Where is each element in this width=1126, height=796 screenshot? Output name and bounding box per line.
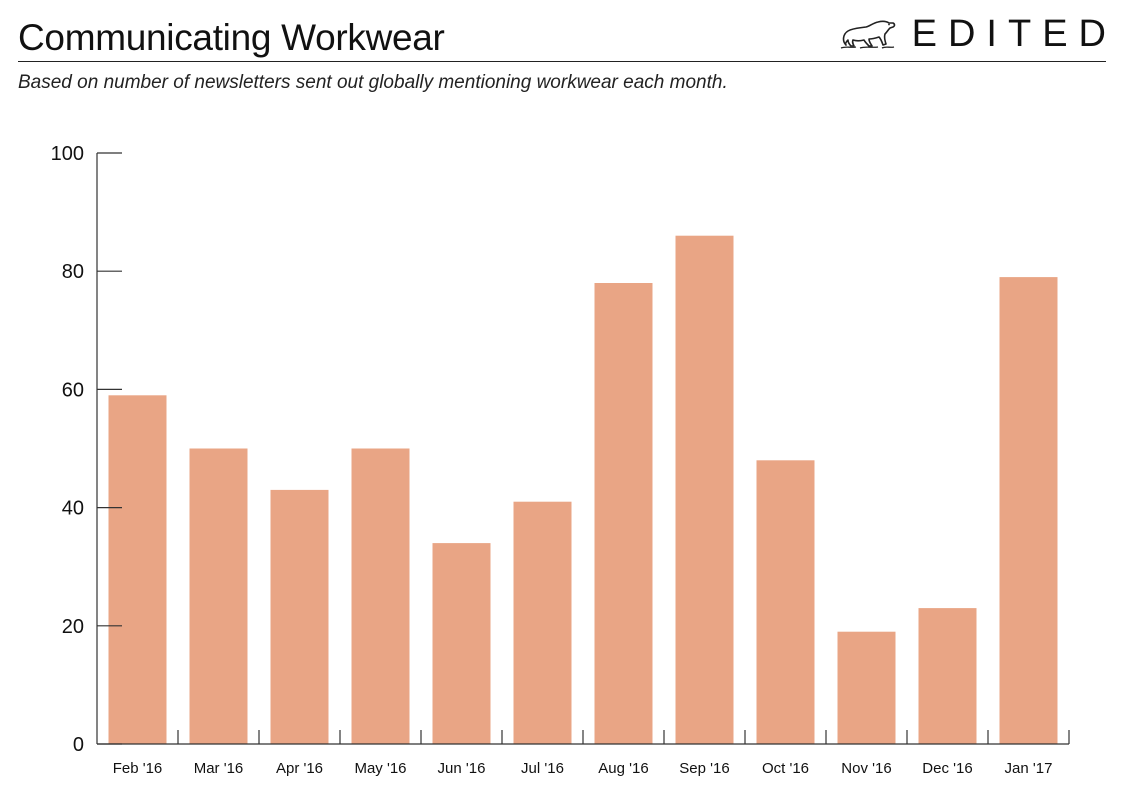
x-tick-label: Jun '16 <box>438 760 486 777</box>
chart-title: Communicating Workwear <box>18 17 445 58</box>
bar <box>675 235 734 744</box>
chart-subtitle: Based on number of newsletters sent out … <box>18 72 728 93</box>
x-tick-label: Apr '16 <box>276 760 323 777</box>
y-tick-label: 0 <box>73 734 84 756</box>
x-tick-label: Sep '16 <box>679 760 729 777</box>
x-tick-label: May '16 <box>354 760 406 777</box>
polar-bear-icon <box>840 20 895 49</box>
y-tick-label: 60 <box>62 379 84 401</box>
y-tick-label: 80 <box>62 261 84 283</box>
x-tick-label: Mar '16 <box>194 760 244 777</box>
bar <box>432 543 491 744</box>
y-tick-label: 100 <box>51 143 84 165</box>
bar <box>837 631 896 744</box>
x-tick-label: Jan '17 <box>1005 760 1053 777</box>
bar <box>594 283 653 744</box>
edited-logo: EDITED <box>838 12 1106 56</box>
bar <box>918 608 977 744</box>
y-tick-label: 40 <box>62 498 84 520</box>
x-tick-label: Aug '16 <box>598 760 648 777</box>
bar <box>270 489 329 744</box>
bar <box>513 501 572 744</box>
x-tick-label: Feb '16 <box>113 760 163 777</box>
x-tick-label: Nov '16 <box>841 760 891 777</box>
bar <box>999 277 1058 744</box>
bar <box>756 460 815 744</box>
bar <box>108 395 167 744</box>
y-tick-label: 20 <box>62 616 84 638</box>
x-tick-label: Dec '16 <box>922 760 972 777</box>
bar <box>189 448 248 744</box>
x-tick-label: Jul '16 <box>521 760 564 777</box>
x-tick-label: Oct '16 <box>762 760 809 777</box>
bar <box>351 448 410 744</box>
logo-wordmark: EDITED <box>911 12 1117 55</box>
header-divider <box>18 61 1106 62</box>
